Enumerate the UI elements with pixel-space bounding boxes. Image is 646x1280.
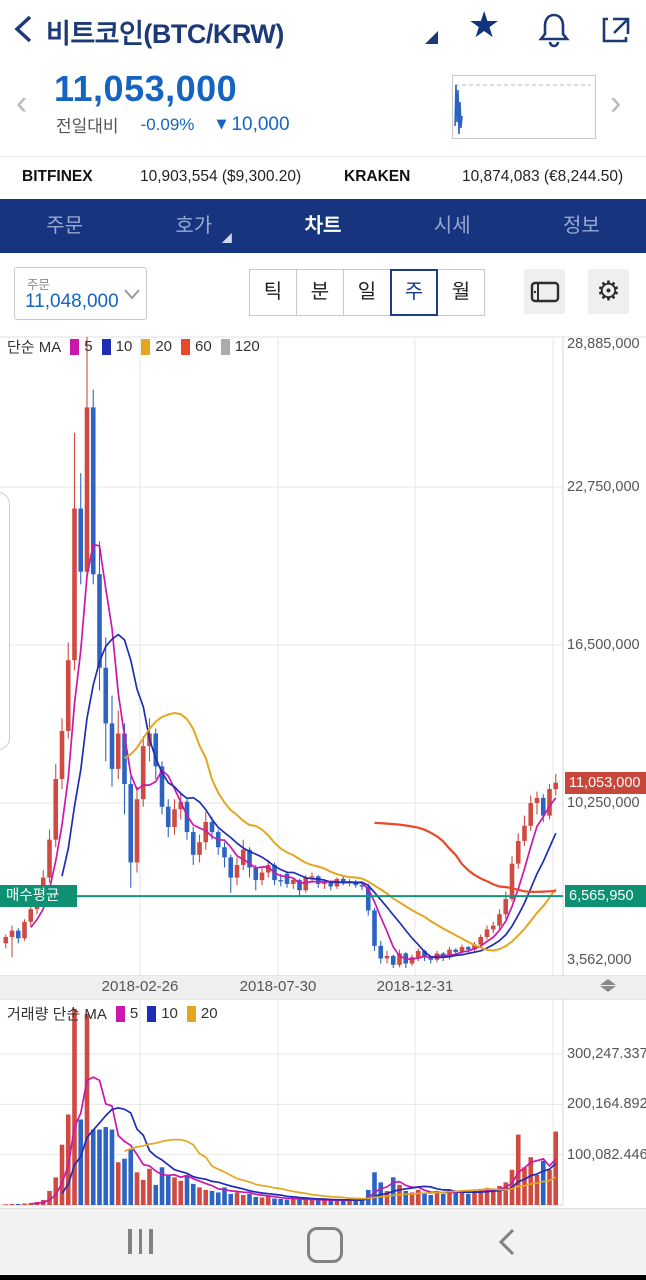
tab-chart[interactable]: 차트 bbox=[304, 215, 342, 237]
ma-lines bbox=[30, 543, 557, 961]
price-ma-legend: 단순 MA 5 10 20 60 120 bbox=[7, 338, 260, 356]
legend-title: 거래량 단순 MA bbox=[7, 1006, 107, 1023]
alert-bell-icon[interactable] bbox=[536, 10, 572, 48]
main-tabbar: 주문 호가 차트 시세 정보 bbox=[0, 199, 646, 253]
vol-ma20-chip bbox=[186, 1005, 196, 1022]
date-axis: 2018-02-26 2018-07-30 2018-12-31 bbox=[0, 975, 646, 1000]
chart-settings-button[interactable]: ⚙ bbox=[588, 269, 629, 314]
share-icon[interactable] bbox=[598, 11, 634, 47]
price-axis-label: 3,562,000 bbox=[567, 952, 632, 968]
android-back-button[interactable] bbox=[495, 1227, 519, 1257]
pane-resize-handle[interactable] bbox=[598, 979, 618, 995]
landscape-phone-icon bbox=[530, 281, 559, 302]
page-title: 비트코인(BTC/KRW) bbox=[46, 19, 284, 49]
change-label: 전일대비 bbox=[56, 117, 119, 136]
back-chevron-icon bbox=[14, 15, 32, 43]
gear-icon: ⚙ bbox=[596, 276, 621, 307]
back-arrow-icon bbox=[498, 1228, 515, 1256]
price-chart-pane[interactable]: 단순 MA 5 10 20 60 120 bbox=[0, 330, 646, 975]
vol-ma10-chip bbox=[147, 1005, 157, 1022]
next-coin-chevron[interactable]: › bbox=[610, 84, 622, 122]
volume-bars bbox=[3, 1008, 559, 1205]
chevron-down-icon bbox=[124, 289, 140, 300]
volume-axis-label: 300,247.337 bbox=[567, 1045, 646, 1062]
price-axis-label: 10,250,000 bbox=[567, 795, 640, 811]
volume-ma-lines bbox=[30, 1076, 557, 1205]
orderbook-caret-icon bbox=[221, 233, 232, 243]
buy-average-value-badge: 6,565,950 bbox=[565, 885, 646, 907]
resize-up-icon bbox=[600, 979, 616, 985]
ma5-chip bbox=[70, 338, 80, 355]
vol-ma5-chip bbox=[115, 1005, 125, 1022]
down-arrow-icon: ▼ bbox=[216, 117, 227, 132]
current-price: 11,053,000 bbox=[54, 68, 238, 109]
market-select-caret-icon[interactable] bbox=[425, 31, 438, 44]
tab-order[interactable]: 주문 bbox=[46, 215, 83, 237]
volume-ma-legend: 거래량 단순 MA 5 10 20 bbox=[7, 1005, 218, 1023]
volume-chart-pane[interactable]: 거래량 단순 MA 5 10 20 bbox=[0, 998, 646, 1208]
exchange-ticker: BITFINEX 10,903,554 ($9,300.20) KRAKEN 1… bbox=[0, 157, 646, 199]
period-tick[interactable]: 틱 bbox=[249, 269, 297, 316]
home-button[interactable] bbox=[307, 1227, 343, 1263]
date-label: 2018-02-26 bbox=[101, 978, 179, 995]
period-day[interactable]: 일 bbox=[343, 269, 391, 316]
prev-coin-chevron[interactable]: ‹ bbox=[16, 84, 28, 122]
ma20-chip bbox=[141, 338, 151, 355]
change-row: 전일대비 -0.09% ▼ 10,000 bbox=[56, 112, 290, 137]
back-button[interactable] bbox=[8, 12, 42, 46]
resize-down-icon bbox=[600, 986, 616, 992]
order-price-value: 11,048,000 bbox=[25, 291, 119, 312]
bottom-black-bar bbox=[0, 1275, 646, 1280]
exchange-value: 10,874,083 (€8,244.50) bbox=[462, 168, 624, 185]
divider bbox=[0, 156, 646, 157]
date-label: 2018-07-30 bbox=[239, 978, 317, 995]
android-navbar bbox=[0, 1208, 646, 1276]
legend-title: 단순 MA bbox=[7, 339, 62, 356]
exchange-name: BITFINEX bbox=[22, 168, 93, 185]
volume-axis-label: 200,164.892 bbox=[567, 1096, 646, 1113]
exchange-name: KRAKEN bbox=[344, 168, 411, 185]
landscape-mode-button[interactable] bbox=[524, 269, 565, 314]
volume-chart[interactable] bbox=[0, 998, 646, 1208]
change-amount: 10,000 bbox=[231, 113, 290, 135]
favorite-star-icon[interactable]: ★ bbox=[468, 5, 501, 46]
ma60-chip bbox=[181, 338, 190, 355]
last-price-badge: 11,053,000 bbox=[565, 772, 646, 794]
date-label: 2018-12-31 bbox=[376, 978, 454, 995]
order-price-dropdown[interactable]: 주문 11,048,000 bbox=[14, 267, 147, 320]
tab-info[interactable]: 정보 bbox=[563, 215, 600, 237]
tab-market[interactable]: 시세 bbox=[433, 215, 471, 237]
side-drawer-handle[interactable] bbox=[0, 492, 10, 750]
period-segments: 틱 분 일 주 월 bbox=[249, 269, 485, 316]
change-percent: -0.09% bbox=[140, 114, 195, 134]
period-week[interactable]: 주 bbox=[390, 269, 438, 316]
ma120-chip bbox=[220, 338, 230, 355]
period-month[interactable]: 월 bbox=[437, 269, 485, 316]
price-axis-label: 22,750,000 bbox=[567, 479, 640, 495]
buy-average-label-badge: 매수평균 bbox=[0, 885, 77, 907]
order-label: 주문 bbox=[27, 278, 51, 292]
mini-sparkline[interactable] bbox=[452, 75, 596, 139]
period-min[interactable]: 분 bbox=[296, 269, 344, 316]
price-axis-label: 16,500,000 bbox=[567, 637, 640, 653]
volume-axis-label: 100,082.446 bbox=[567, 1146, 646, 1163]
ma10-chip bbox=[101, 338, 111, 355]
recents-button[interactable] bbox=[128, 1229, 160, 1254]
tab-orderbook[interactable]: 호가 bbox=[129, 199, 258, 253]
price-chart[interactable] bbox=[0, 330, 646, 975]
exchange-value: 10,903,554 ($9,300.20) bbox=[140, 168, 302, 185]
price-axis-label: 28,885,000 bbox=[567, 336, 640, 352]
